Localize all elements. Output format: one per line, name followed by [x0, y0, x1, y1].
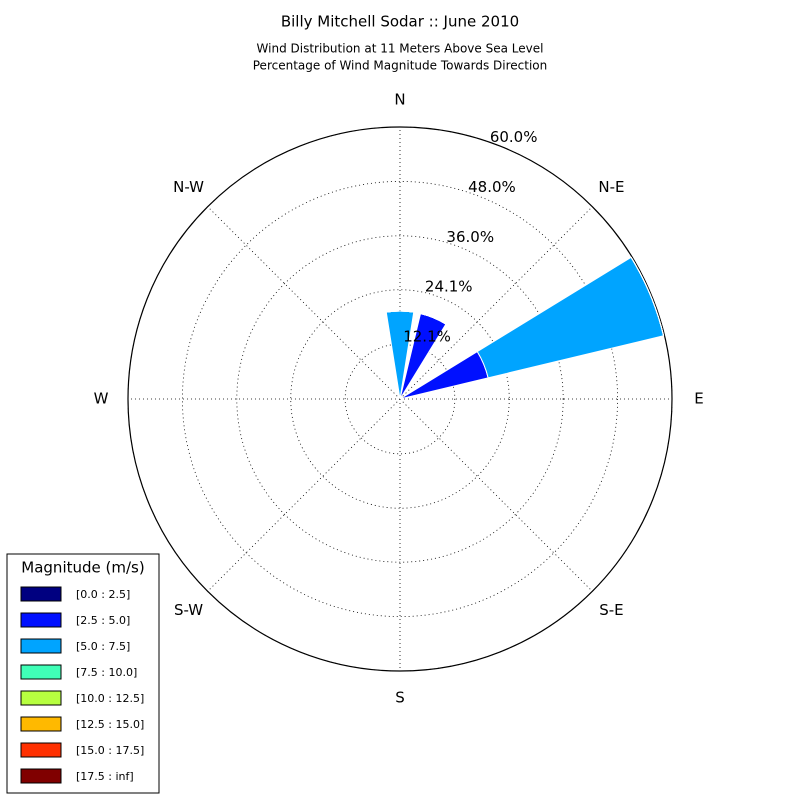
- legend-label: [12.5 : 15.0]: [76, 718, 144, 731]
- direction-label: W: [94, 390, 109, 408]
- direction-label: N: [394, 91, 405, 109]
- chart-title: Billy Mitchell Sodar :: June 2010: [281, 13, 519, 31]
- ring-label: 48.0%: [468, 178, 516, 196]
- chart-subtitle: Percentage of Wind Magnitude Towards Dir…: [253, 59, 547, 73]
- legend-label: [7.5 : 10.0]: [76, 666, 137, 679]
- grid-ring: [236, 235, 564, 563]
- legend-swatch: [20, 664, 62, 680]
- polar-frame: [127, 126, 673, 672]
- legend-title: Magnitude (m/s): [21, 559, 144, 577]
- legend-swatch: [20, 742, 62, 758]
- wedge: [476, 256, 665, 379]
- legend-swatch: [20, 586, 62, 602]
- direction-label: S: [395, 689, 405, 707]
- legend-swatch: [20, 690, 62, 706]
- wedge: [385, 310, 415, 400]
- direction-label: N-E: [598, 178, 624, 196]
- ring-label: 12.1%: [403, 327, 451, 345]
- legend-label: [15.0 : 17.5]: [76, 744, 144, 757]
- direction-label: N-W: [173, 178, 204, 196]
- chart-subtitle: Wind Distribution at 11 Meters Above Sea…: [257, 42, 544, 56]
- wedge: [420, 312, 447, 325]
- ring-label: 36.0%: [446, 228, 494, 246]
- legend-swatch: [20, 716, 62, 732]
- legend-label: [10.0 : 12.5]: [76, 692, 144, 705]
- grid-spoke: [399, 206, 593, 400]
- legend-label: [2.5 : 5.0]: [76, 614, 130, 627]
- legend-label: [5.0 : 7.5]: [76, 640, 130, 653]
- legend-swatch: [20, 638, 62, 654]
- direction-label: S-W: [174, 601, 203, 619]
- legend-swatch: [20, 612, 62, 628]
- ring-label: 60.0%: [490, 128, 538, 146]
- grid-spoke: [207, 206, 401, 400]
- legend-swatch: [20, 768, 62, 784]
- grid-ring: [181, 180, 619, 618]
- grid-spoke: [207, 398, 401, 592]
- ring-label: 24.1%: [425, 277, 473, 295]
- direction-label: S-E: [599, 601, 623, 619]
- legend-label: [0.0 : 2.5]: [76, 588, 130, 601]
- grid-ring: [344, 343, 456, 455]
- legend-label: [17.5 : inf]: [76, 770, 134, 783]
- legend: Magnitude (m/s) [0.0 : 2.5] [2.5 : 5.0] [5.…: [6, 553, 160, 794]
- grid-spoke: [399, 398, 593, 592]
- direction-label: E: [694, 390, 703, 408]
